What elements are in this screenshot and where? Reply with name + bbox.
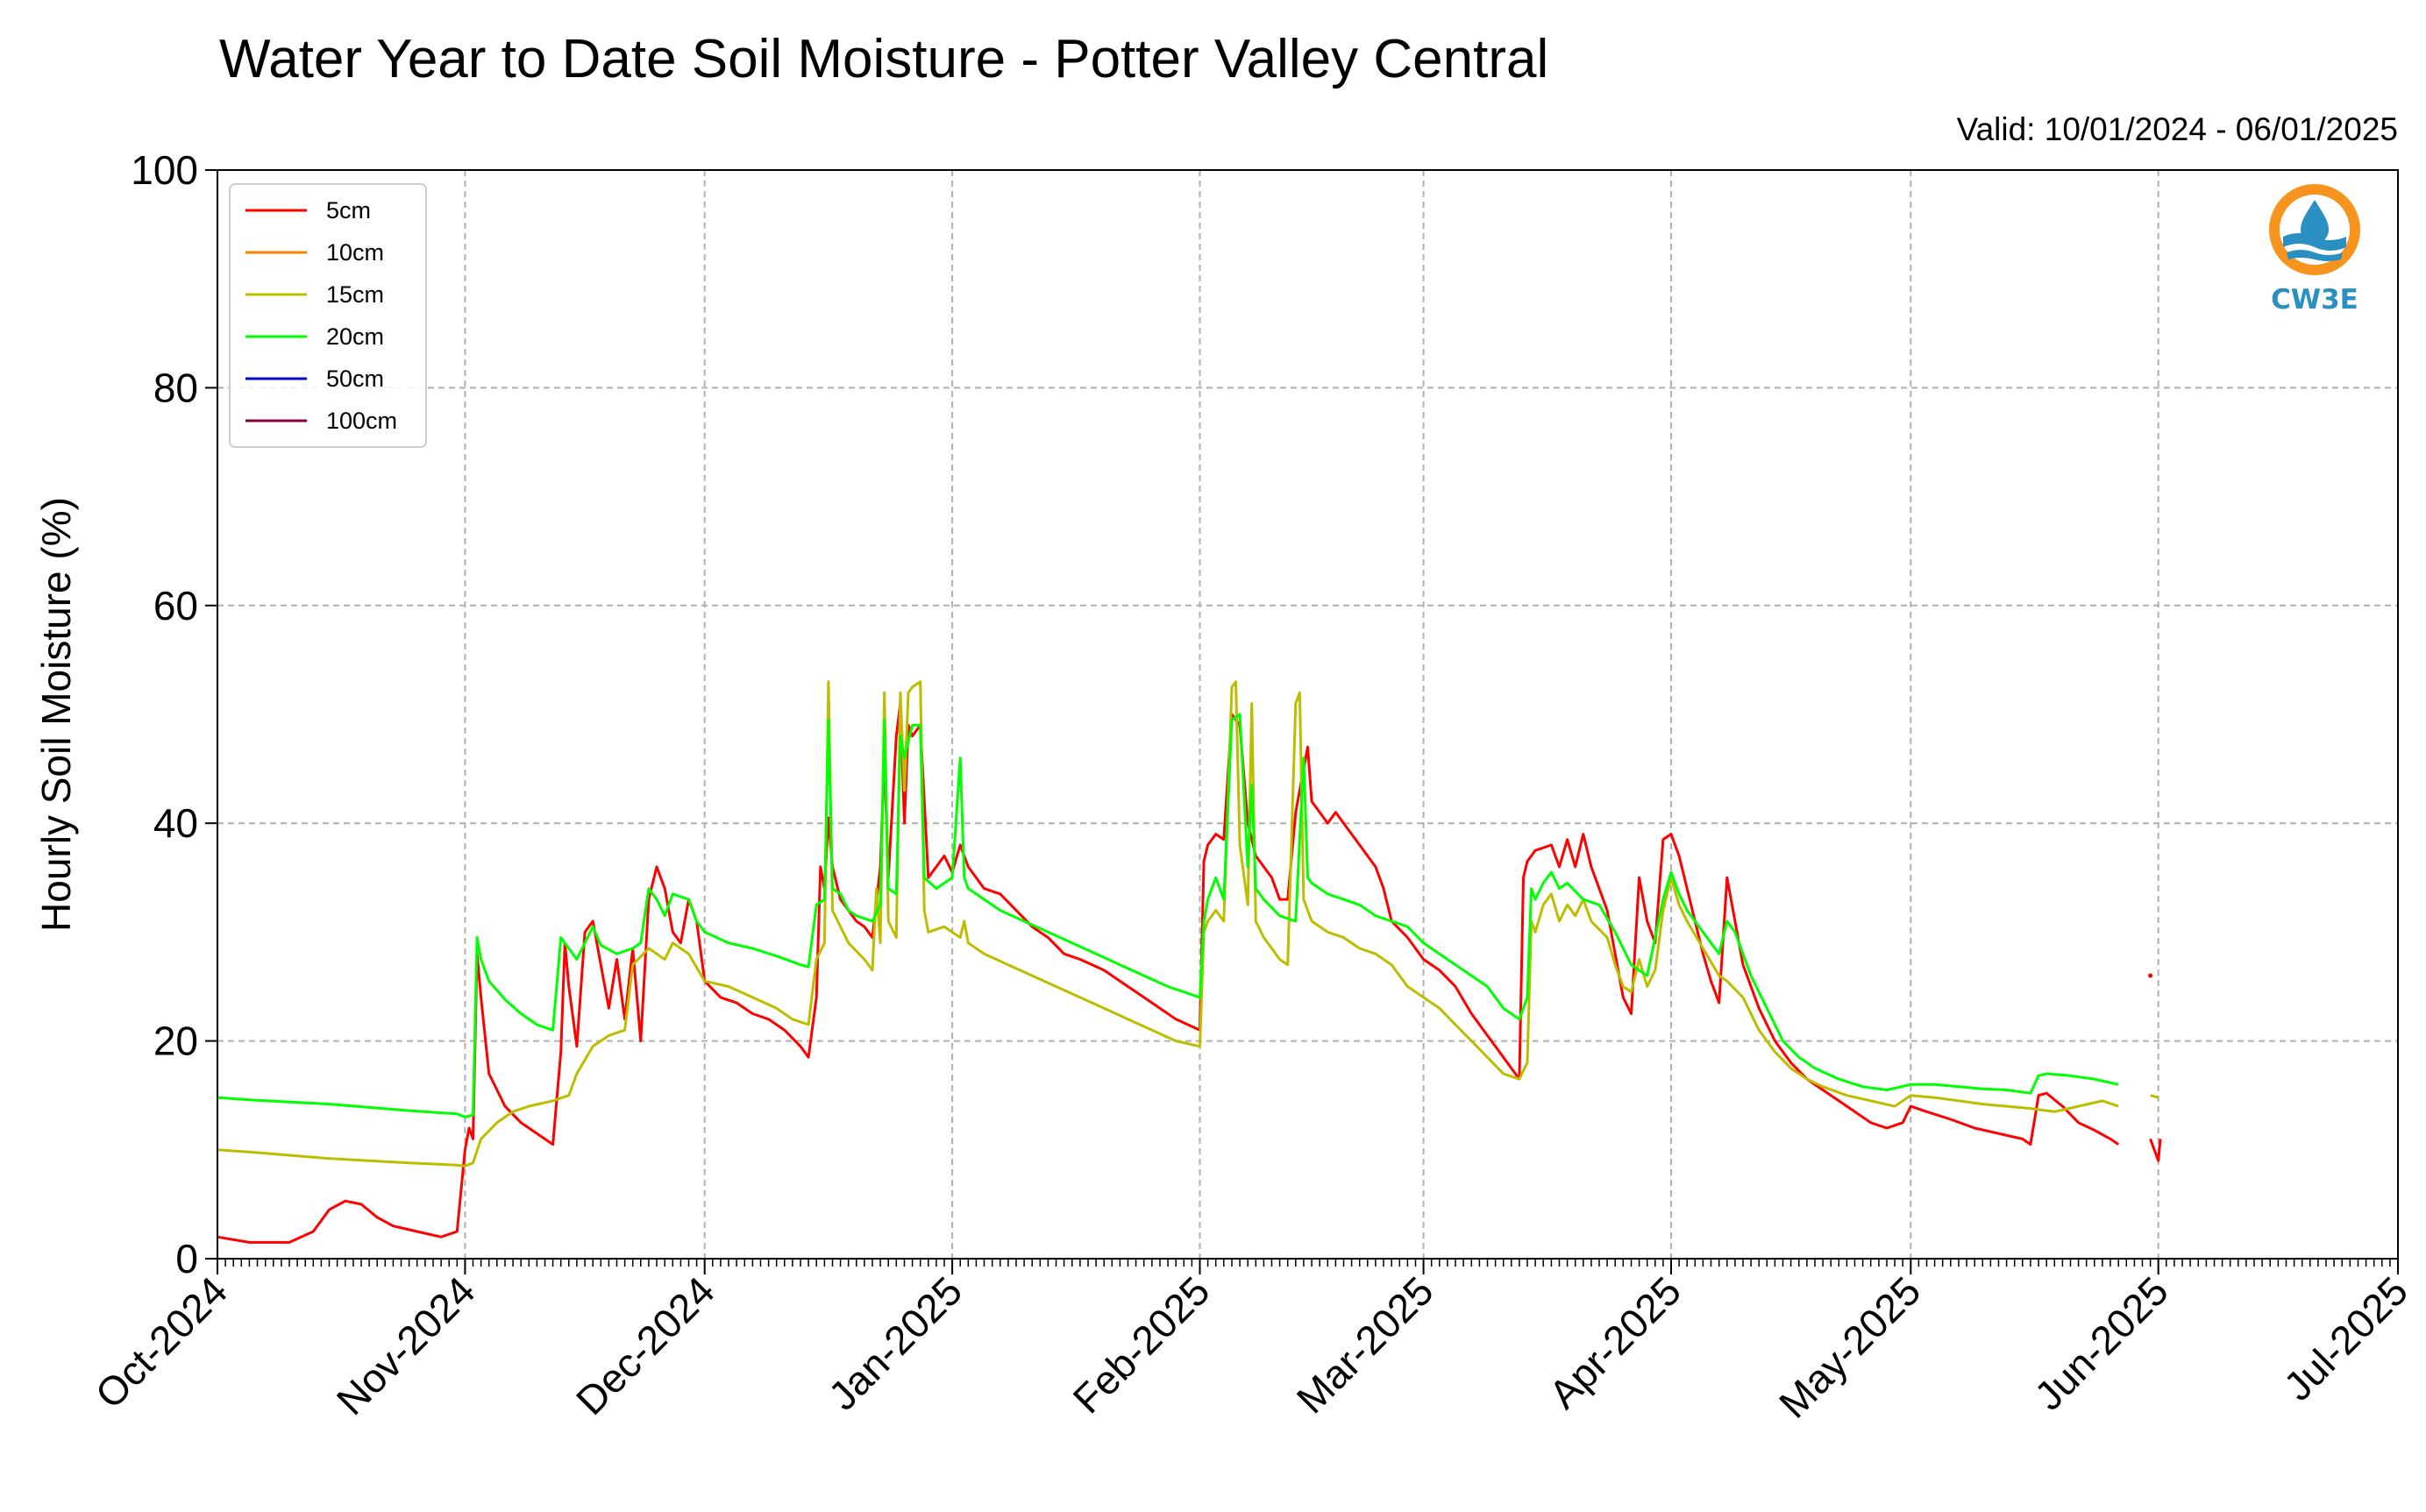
y-tick-label: 100: [131, 147, 198, 193]
x-tick-label: May-2025: [1770, 1267, 1929, 1426]
x-tick-label: Apr-2025: [1540, 1267, 1690, 1417]
x-tick-label: Nov-2024: [328, 1267, 484, 1423]
logo-text: CW3E: [2271, 284, 2358, 316]
y-tick-label: 0: [175, 1236, 198, 1281]
series-line-20cm: [217, 713, 2119, 1118]
y-axis: 0 20 40 60 80 100: [131, 147, 217, 1281]
series-line-5cm: [2149, 1138, 2162, 1162]
x-axis: Oct-2024 Nov-2024 Dec-2024 Jan-2025 Feb-2025…: [87, 1259, 2417, 1427]
logo-waves-2: [2287, 250, 2343, 261]
x-tick-label: Oct-2024: [87, 1267, 237, 1417]
series-line-5cm: [217, 702, 2120, 1244]
plot-frame: [217, 169, 2399, 1260]
legend: 5cm 10cm 15cm 20cm 50cm 100cm: [229, 183, 427, 448]
x-tick-label: Jul-2025: [2275, 1267, 2417, 1409]
plot-area: [217, 680, 2162, 1244]
droplet-icon: [2301, 200, 2329, 244]
legend-label-100cm: 100cm: [326, 408, 397, 434]
x-tick-label: Jun-2025: [2025, 1267, 2176, 1418]
x-tick-label: Jan-2025: [820, 1267, 971, 1418]
series-point-5cm: [2148, 973, 2153, 978]
legend-label-20cm: 20cm: [326, 323, 384, 350]
x-tick-label: Feb-2025: [1064, 1267, 1219, 1422]
grid: [217, 170, 2398, 1259]
x-tick-label: Dec-2024: [567, 1267, 723, 1423]
y-tick-label: 20: [153, 1019, 198, 1064]
y-tick-label: 40: [153, 800, 198, 846]
chart-subtitle: Valid: 10/01/2024 - 06/01/2025: [1957, 111, 2398, 147]
x-tick-label: Mar-2025: [1288, 1267, 1442, 1422]
legend-label-10cm: 10cm: [326, 239, 384, 266]
cw3e-logo: CW3E: [2269, 184, 2360, 316]
series-line-15cm: [2150, 1094, 2159, 1099]
legend-label-50cm: 50cm: [326, 366, 384, 392]
legend-label-15cm: 15cm: [326, 281, 384, 308]
y-tick-label: 60: [153, 583, 198, 628]
series-line-15cm: [217, 680, 2119, 1168]
y-axis-label: Hourly Soil Moisture (%): [33, 497, 79, 932]
y-tick-label: 80: [153, 365, 198, 410]
chart-title: Water Year to Date Soil Moisture - Potte…: [219, 29, 1548, 89]
minor-ticks: [217, 1259, 2399, 1267]
x-minor-ticks: [217, 1259, 2399, 1267]
logo-ring: [2269, 184, 2360, 275]
legend-frame: [229, 183, 427, 448]
legend-label-5cm: 5cm: [326, 197, 371, 224]
